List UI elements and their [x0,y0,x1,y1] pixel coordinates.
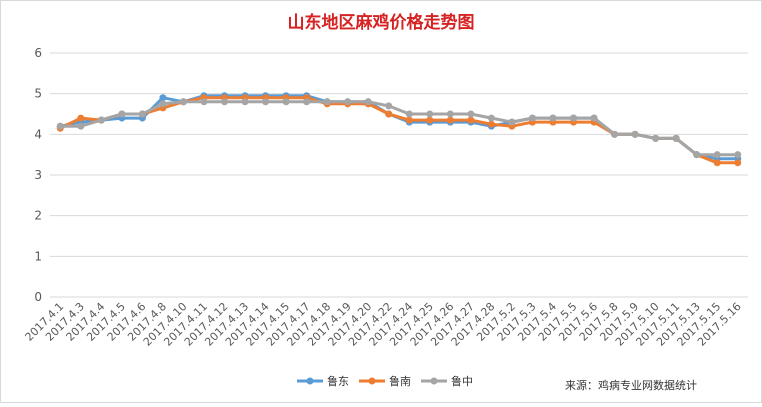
data-point [508,118,516,126]
data-point [652,134,660,142]
legend-swatch-marker [306,377,314,385]
legend-label: 鲁中 [451,374,473,388]
source-note: 来源：鸡病专业网数据统计 [565,378,697,392]
y-tick-label: 5 [34,87,42,101]
y-tick-label: 1 [34,249,42,263]
data-point [611,130,619,138]
data-point [179,98,187,106]
y-tick-label: 4 [34,127,42,141]
data-point [446,116,454,124]
data-point [241,98,249,106]
x-axis-tick-labels: 2017.4.12017.4.32017.4.42017.4.52017.4.6… [23,300,744,349]
y-tick-label: 3 [34,168,42,182]
data-point [487,114,495,122]
gridlines [50,52,748,298]
data-point [97,116,105,124]
data-point [734,151,742,159]
data-point [405,110,413,118]
data-point [446,110,454,118]
y-tick-label: 2 [34,209,42,223]
data-point [549,114,557,122]
data-point [200,98,208,106]
legend-label: 鲁东 [327,374,349,388]
data-point [385,110,393,118]
data-point [467,116,475,124]
legend-label: 鲁南 [389,374,411,388]
series-lines [56,92,742,167]
legend-swatch-marker [368,377,376,385]
y-tick-label: 0 [34,290,42,304]
y-axis-tick-labels: 0 1 2 3 4 5 6 [34,46,42,304]
data-point [426,110,434,118]
chart-title: 山东地区麻鸡价格走势图 [288,12,475,33]
data-point [56,122,64,130]
data-point [323,98,331,106]
legend-item: 鲁南 [359,374,411,388]
data-point [570,114,577,122]
data-point [77,122,85,130]
legend-item: 鲁中 [421,374,473,388]
data-point [159,94,167,102]
legend-item: 鲁东 [297,374,349,388]
data-point [159,100,167,108]
legend: 鲁东 鲁南 鲁中 [297,374,473,388]
legend-swatch-marker [430,377,438,385]
data-point [364,98,372,106]
data-point [118,110,126,118]
data-point [303,98,311,106]
data-point [467,110,475,118]
data-point [528,114,536,122]
data-point [590,114,598,122]
data-point [138,110,146,118]
data-point [405,116,413,124]
data-point [221,98,228,106]
data-point [344,98,352,106]
data-point [426,116,434,124]
data-point [282,98,290,106]
series-line [58,100,740,157]
data-point [487,120,495,128]
data-point [631,130,639,138]
series-2 [56,98,742,159]
data-point [77,114,85,122]
data-point [713,151,721,159]
data-point [734,159,742,167]
data-point [262,98,270,106]
data-point [693,151,701,159]
data-point [385,102,393,110]
data-point [713,159,721,167]
data-point [672,134,680,142]
y-tick-label: 6 [34,46,42,60]
series-0 [56,92,742,163]
